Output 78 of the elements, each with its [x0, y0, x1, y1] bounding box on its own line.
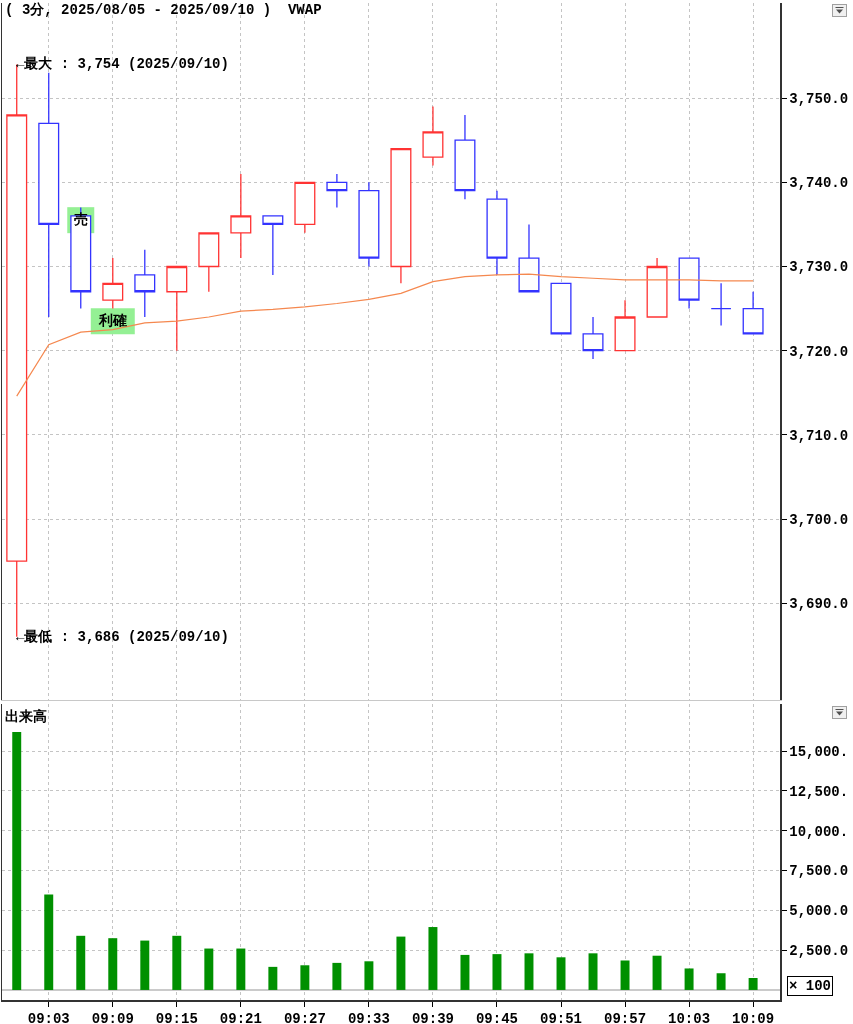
- x-tick-label: 09:45: [475, 1011, 518, 1024]
- y-tick-label: 10,000.: [789, 823, 849, 840]
- candlestick: [518, 223, 540, 293]
- bar: [524, 953, 534, 990]
- candlestick: [422, 105, 444, 167]
- y-tick-label: 3,750.0: [789, 91, 849, 108]
- bar: [716, 973, 726, 990]
- bar: [44, 894, 54, 990]
- bar: [204, 948, 214, 990]
- bar: [364, 961, 374, 990]
- candlestick: [134, 248, 156, 318]
- bar: [748, 978, 758, 990]
- candlestick: [454, 114, 476, 200]
- candlestick: [166, 265, 188, 352]
- text: × 100: [789, 978, 832, 994]
- candlestick: [358, 181, 380, 268]
- y-tick-label: 3,740.0: [789, 175, 849, 192]
- candlestick: [262, 215, 284, 276]
- bar: [76, 935, 86, 990]
- annotation: 売: [74, 212, 88, 228]
- candlestick: [550, 282, 572, 335]
- bar: [652, 955, 662, 990]
- y-tick-label: 3,720.0: [789, 343, 849, 360]
- candlestick: [198, 232, 220, 293]
- candlestick: [390, 147, 412, 284]
- y-tick-label: 15,000.: [789, 743, 849, 760]
- y-tick-label: 3,730.0: [789, 259, 849, 276]
- x-tick-label: 09:27: [283, 1011, 326, 1024]
- x-tick-label: 09:15: [155, 1011, 198, 1024]
- candlestick: [486, 190, 508, 276]
- bar: [172, 935, 182, 990]
- line-series: [16, 273, 754, 397]
- bar: [684, 968, 694, 990]
- x-tick-label: 09:03: [27, 1011, 70, 1024]
- y-tick-label: 3,710.0: [789, 427, 849, 444]
- candlestick: [678, 257, 700, 310]
- bar: [556, 957, 566, 990]
- bar: [460, 954, 470, 990]
- x-tick-label: 09:09: [91, 1011, 134, 1024]
- bar: [268, 966, 278, 990]
- candlestick: [710, 282, 732, 327]
- candlestick: [582, 316, 604, 360]
- bar: [428, 927, 438, 990]
- bar: [140, 940, 150, 990]
- chart-title: 出来高: [5, 707, 48, 725]
- x-tick-label: 09:57: [604, 1011, 647, 1024]
- y-tick-label: 7,500.0: [789, 863, 849, 880]
- annotation: ←最低 : 3,686 (2025/09/10): [16, 629, 229, 645]
- annotation: 利確: [98, 313, 127, 329]
- bar: [588, 953, 598, 990]
- x-tick-label: 10:09: [732, 1011, 775, 1024]
- y-tick-label: 3,700.0: [789, 511, 849, 528]
- y-tick-label: 3,690.0: [789, 596, 849, 613]
- bar: [108, 938, 118, 990]
- candlestick: [646, 257, 668, 318]
- y-tick-label: 5,000.0: [789, 903, 849, 920]
- x-tick-label: 10:03: [668, 1011, 711, 1024]
- bar: [492, 954, 502, 990]
- bar: [620, 960, 630, 990]
- bar: [396, 936, 406, 990]
- x-tick-label: 09:21: [219, 1011, 262, 1024]
- y-tick-label: 2,500.0: [789, 943, 849, 960]
- bar: [236, 948, 246, 990]
- candlestick: [230, 173, 252, 259]
- candlestick: [102, 257, 124, 310]
- bar: [12, 731, 22, 990]
- y-tick-label: 12,500.: [789, 783, 849, 800]
- x-tick-label: 09:39: [411, 1011, 454, 1024]
- candlestick: [294, 181, 316, 234]
- x-tick-label: 09:33: [347, 1011, 390, 1024]
- x-tick-label: 09:51: [540, 1011, 583, 1024]
- annotation: ←最大 : 3,754 (2025/09/10): [16, 56, 229, 72]
- candlestick: [742, 291, 764, 335]
- candlestick: [614, 299, 636, 352]
- bar: [332, 962, 342, 990]
- candlestick: [326, 173, 348, 209]
- bar: [300, 965, 310, 990]
- chart-title: ( 3分, 2025/08/05 - 2025/09/10 ) VWAP: [5, 1, 322, 18]
